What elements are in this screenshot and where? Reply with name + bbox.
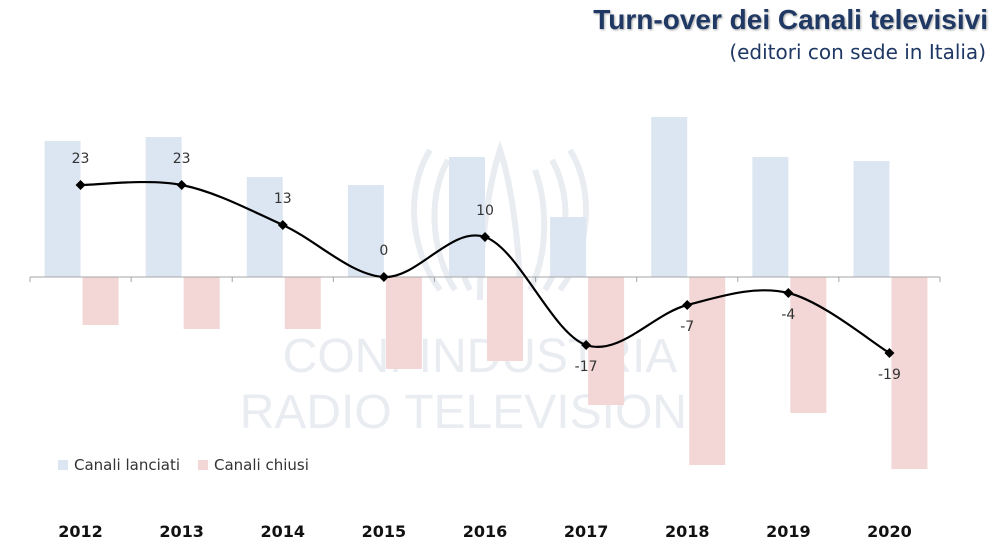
line-point-2016 xyxy=(480,232,490,242)
data-labels-group: 23 23 13 0 10 -17 -7 -4 -19 xyxy=(72,151,901,383)
data-label-2017: -17 xyxy=(575,359,598,375)
line-point-2017 xyxy=(581,340,592,350)
bar-closed-2016 xyxy=(487,277,523,361)
legend: Canali lanciati Canali chiusi xyxy=(58,456,309,474)
data-label-2020: -19 xyxy=(878,367,901,383)
bar-launched-2020 xyxy=(853,161,890,277)
line-point-2018 xyxy=(682,300,693,310)
bar-launched-2014 xyxy=(246,177,283,277)
bar-launched-2019 xyxy=(752,157,789,277)
bar-launched-2015 xyxy=(347,185,384,277)
data-label-2019: -4 xyxy=(781,307,795,323)
x-tick-label-2017: 2017 xyxy=(564,522,609,541)
data-label-2015: 0 xyxy=(379,243,388,259)
line-point-2020 xyxy=(884,348,895,358)
bars-group xyxy=(44,117,928,469)
bar-closed-2015 xyxy=(385,277,422,369)
x-tick-label-2013: 2013 xyxy=(159,522,204,541)
chart-title: Turn-over dei Canali televisivi xyxy=(593,4,988,35)
chart-subtitle: (editori con sede in Italia) xyxy=(729,40,986,64)
line-point-2015 xyxy=(378,272,389,282)
legend-swatch-launched xyxy=(58,460,68,470)
line-point-2014 xyxy=(277,220,288,230)
bar-closed-2014 xyxy=(284,277,321,329)
bar-launched-2018 xyxy=(651,117,688,277)
bar-closed-2013 xyxy=(183,277,220,329)
x-tick-label-2015: 2015 xyxy=(362,522,407,541)
legend-swatch-closed xyxy=(198,460,208,470)
bar-closed-2012 xyxy=(82,277,119,325)
bar-closed-2019 xyxy=(790,277,827,413)
x-tick-label-2019: 2019 xyxy=(766,522,811,541)
data-label-2014: 13 xyxy=(274,191,292,207)
legend-label-launched: Canali lanciati xyxy=(74,456,180,474)
bar-launched-2016 xyxy=(449,157,485,277)
turnover-line-group xyxy=(75,180,895,358)
data-label-2018: -7 xyxy=(680,319,694,335)
bar-launched-2012 xyxy=(44,141,81,277)
x-tick-labels: 2012 2013 2014 2015 2016 2017 2018 2019 2020 xyxy=(58,522,911,541)
line-point-2019 xyxy=(783,288,794,298)
data-label-2013: 23 xyxy=(173,151,191,167)
legend-label-closed: Canali chiusi xyxy=(214,456,309,474)
bar-closed-2018 xyxy=(689,277,726,465)
x-tick-label-2012: 2012 xyxy=(58,522,103,541)
watermark-line-2: RADIO TELEVISIONI xyxy=(240,386,701,439)
x-tick-label-2018: 2018 xyxy=(665,522,710,541)
line-point-2012 xyxy=(75,180,86,190)
x-tick-label-2016: 2016 xyxy=(463,522,508,541)
bar-launched-2013 xyxy=(145,137,182,277)
x-tick-label-2020: 2020 xyxy=(867,522,912,541)
data-label-2012: 23 xyxy=(72,151,90,167)
x-axis xyxy=(29,276,941,282)
bar-launched-2017 xyxy=(550,217,587,277)
bar-closed-2020 xyxy=(891,277,928,469)
data-label-2016: 10 xyxy=(476,203,494,219)
legend-item-closed: Canali chiusi xyxy=(198,456,309,474)
legend-item-launched: Canali lanciati xyxy=(58,456,180,474)
bar-closed-2017 xyxy=(588,277,625,405)
x-tick-label-2014: 2014 xyxy=(261,522,306,541)
line-point-2013 xyxy=(176,180,187,190)
